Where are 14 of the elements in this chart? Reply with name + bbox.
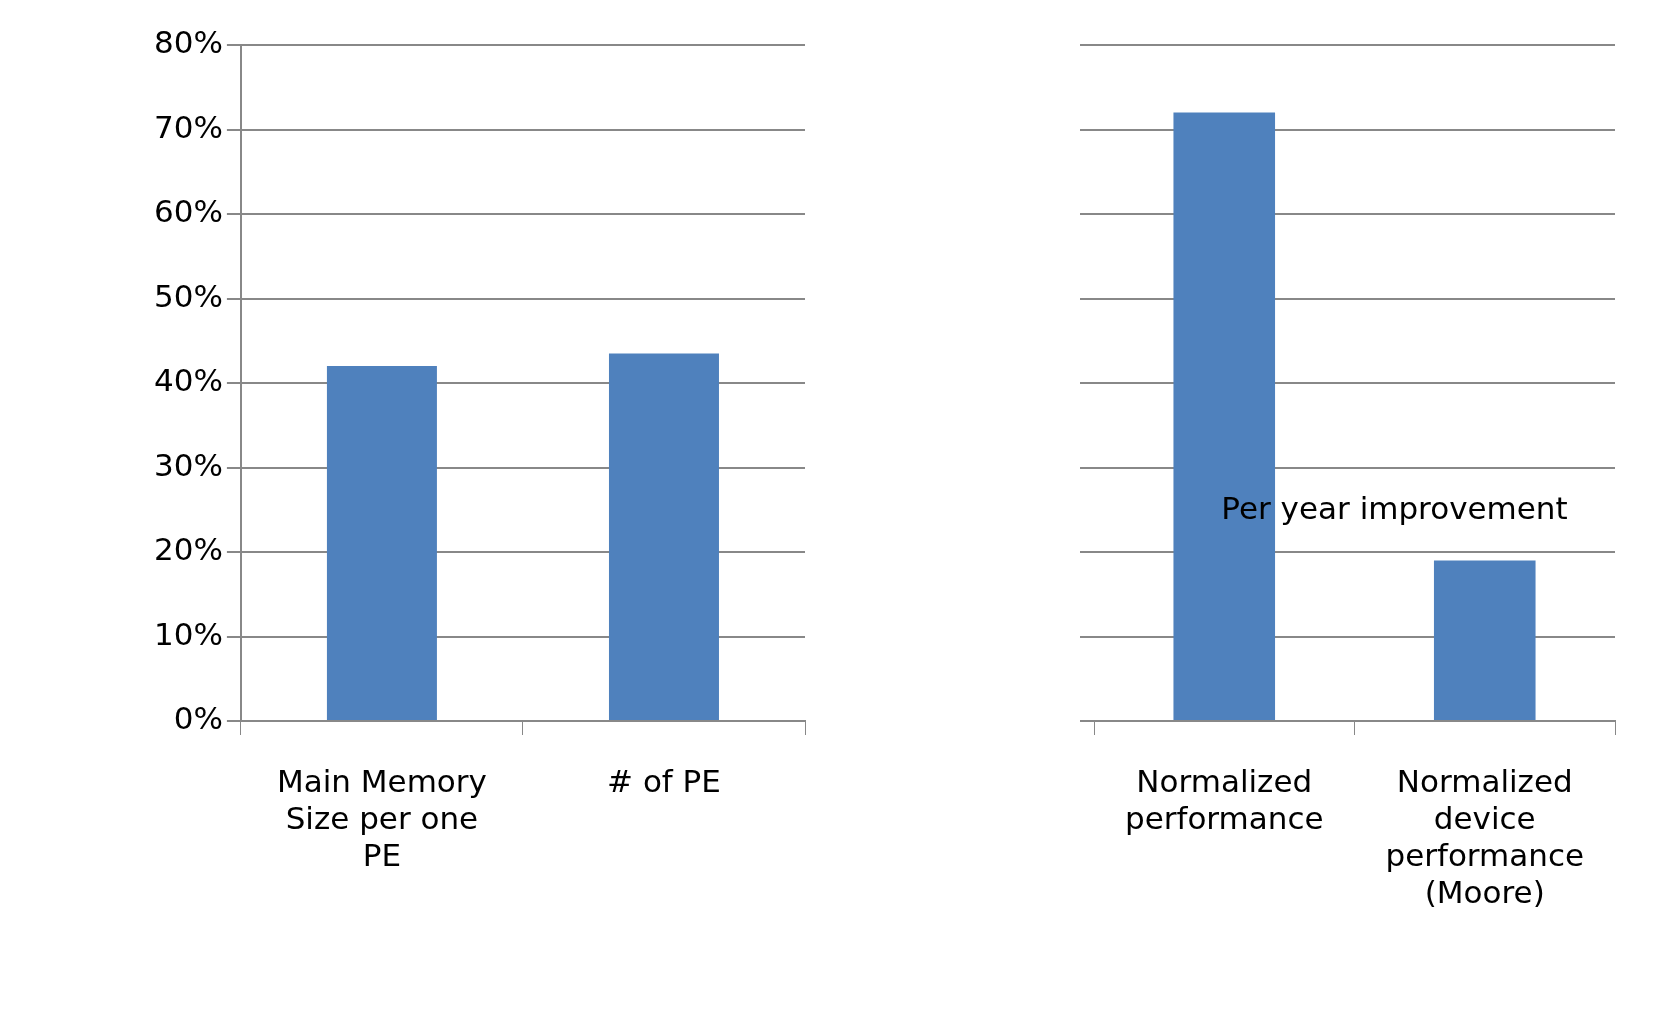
x-tick-label: Main Memory Size per one PE — [276, 762, 487, 874]
x-tick-label: Normalized performance — [1124, 762, 1324, 836]
y-tick-label: 20% — [154, 531, 223, 568]
y-tick-label: 0% — [173, 700, 223, 737]
y-tick-label: 50% — [154, 277, 223, 314]
annotation: Per year improvement — [1221, 490, 1568, 527]
x-tick-label: Normalized device performance (Moore) — [1385, 762, 1585, 911]
y-tick-label: 40% — [154, 362, 223, 399]
y-tick-label: 10% — [154, 615, 223, 652]
y-tick-label: 80% — [154, 24, 223, 61]
y-tick-label: 70% — [154, 108, 223, 145]
y-tick-label: 30% — [154, 446, 223, 483]
x-tick-label: # of PE — [607, 762, 721, 799]
y-tick-label: 60% — [154, 193, 223, 230]
